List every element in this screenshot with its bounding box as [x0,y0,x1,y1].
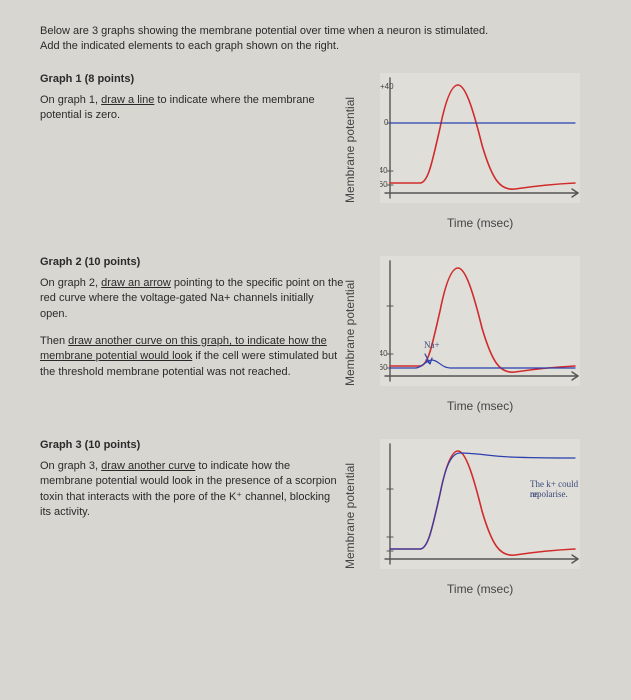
graph-title: Graph 3 (10 points) [40,439,344,451]
annotation: Na+ [424,340,440,350]
graph-panel-2: Membrane potentialTime (msec)-40-60Na+ [356,256,591,411]
intro-line1: Below are 3 graphs showing the membrane … [40,24,591,39]
graph-panel-3: Membrane potentialTime (msec)The k+ coul… [356,439,591,594]
tick-label: -40 [380,166,388,175]
graph-wrap: Membrane potentialTime (msec)+400-40-60 [356,73,591,228]
y-axis-label: Membrane potential [343,463,357,569]
x-axis-label: Time (msec) [447,216,513,230]
graph-body: On graph 3, draw another curve to indica… [40,459,344,521]
graph-section-2: Graph 2 (10 points) On graph 2, draw an a… [40,256,591,411]
graph-title: Graph 1 (8 points) [40,73,344,85]
red-curve [390,268,575,372]
x-axis-label: Time (msec) [447,582,513,596]
tick-label: -60 [380,180,388,189]
graph-body-2: Then draw another curve on this graph, t… [40,334,344,380]
graph-title: Graph 2 (10 points) [40,256,344,268]
chart-svg: +400-40-60 [380,73,580,203]
tick-label: -60 [380,363,388,372]
blue-curve [390,453,575,549]
instructions-2: Graph 2 (10 points) On graph 2, draw an a… [40,256,356,411]
chart-svg: -40 -60 [380,256,580,386]
plot-area: +400-40-60 [380,73,580,203]
graph-section-1: Graph 1 (8 points) On graph 1, draw a lin… [40,73,591,228]
red-curve [390,85,575,189]
y-axis-label: Membrane potential [343,97,357,203]
red-curve [390,451,575,555]
intro-line2: Add the indicated elements to each graph… [40,39,591,54]
tick-label: +40 [380,82,394,91]
graph-body: On graph 1, draw a line to indicate wher… [40,93,344,124]
graph-wrap: Membrane potentialTime (msec)-40-60Na+ [356,256,591,411]
graph-body: On graph 2, draw an arrow pointing to th… [40,276,344,322]
tick-label: -40 [380,349,388,358]
instructions-3: Graph 3 (10 points) On graph 3, draw anot… [40,439,356,594]
plot-area: -40 -60 Na+ [380,256,580,386]
x-axis-label: Time (msec) [447,399,513,413]
plot-area: The k+ could norepolarise. [380,439,580,569]
instructions-1: Graph 1 (8 points) On graph 1, draw a lin… [40,73,356,228]
chart-svg [380,439,580,569]
graph-panel-1: Membrane potentialTime (msec)+400-40-60 [356,73,591,228]
graph-wrap: Membrane potentialTime (msec)The k+ coul… [356,439,591,594]
annotation: repolarise. [530,489,568,499]
y-axis-label: Membrane potential [343,280,357,386]
graph-section-3: Graph 3 (10 points) On graph 3, draw anot… [40,439,591,594]
intro-text: Below are 3 graphs showing the membrane … [40,24,591,55]
